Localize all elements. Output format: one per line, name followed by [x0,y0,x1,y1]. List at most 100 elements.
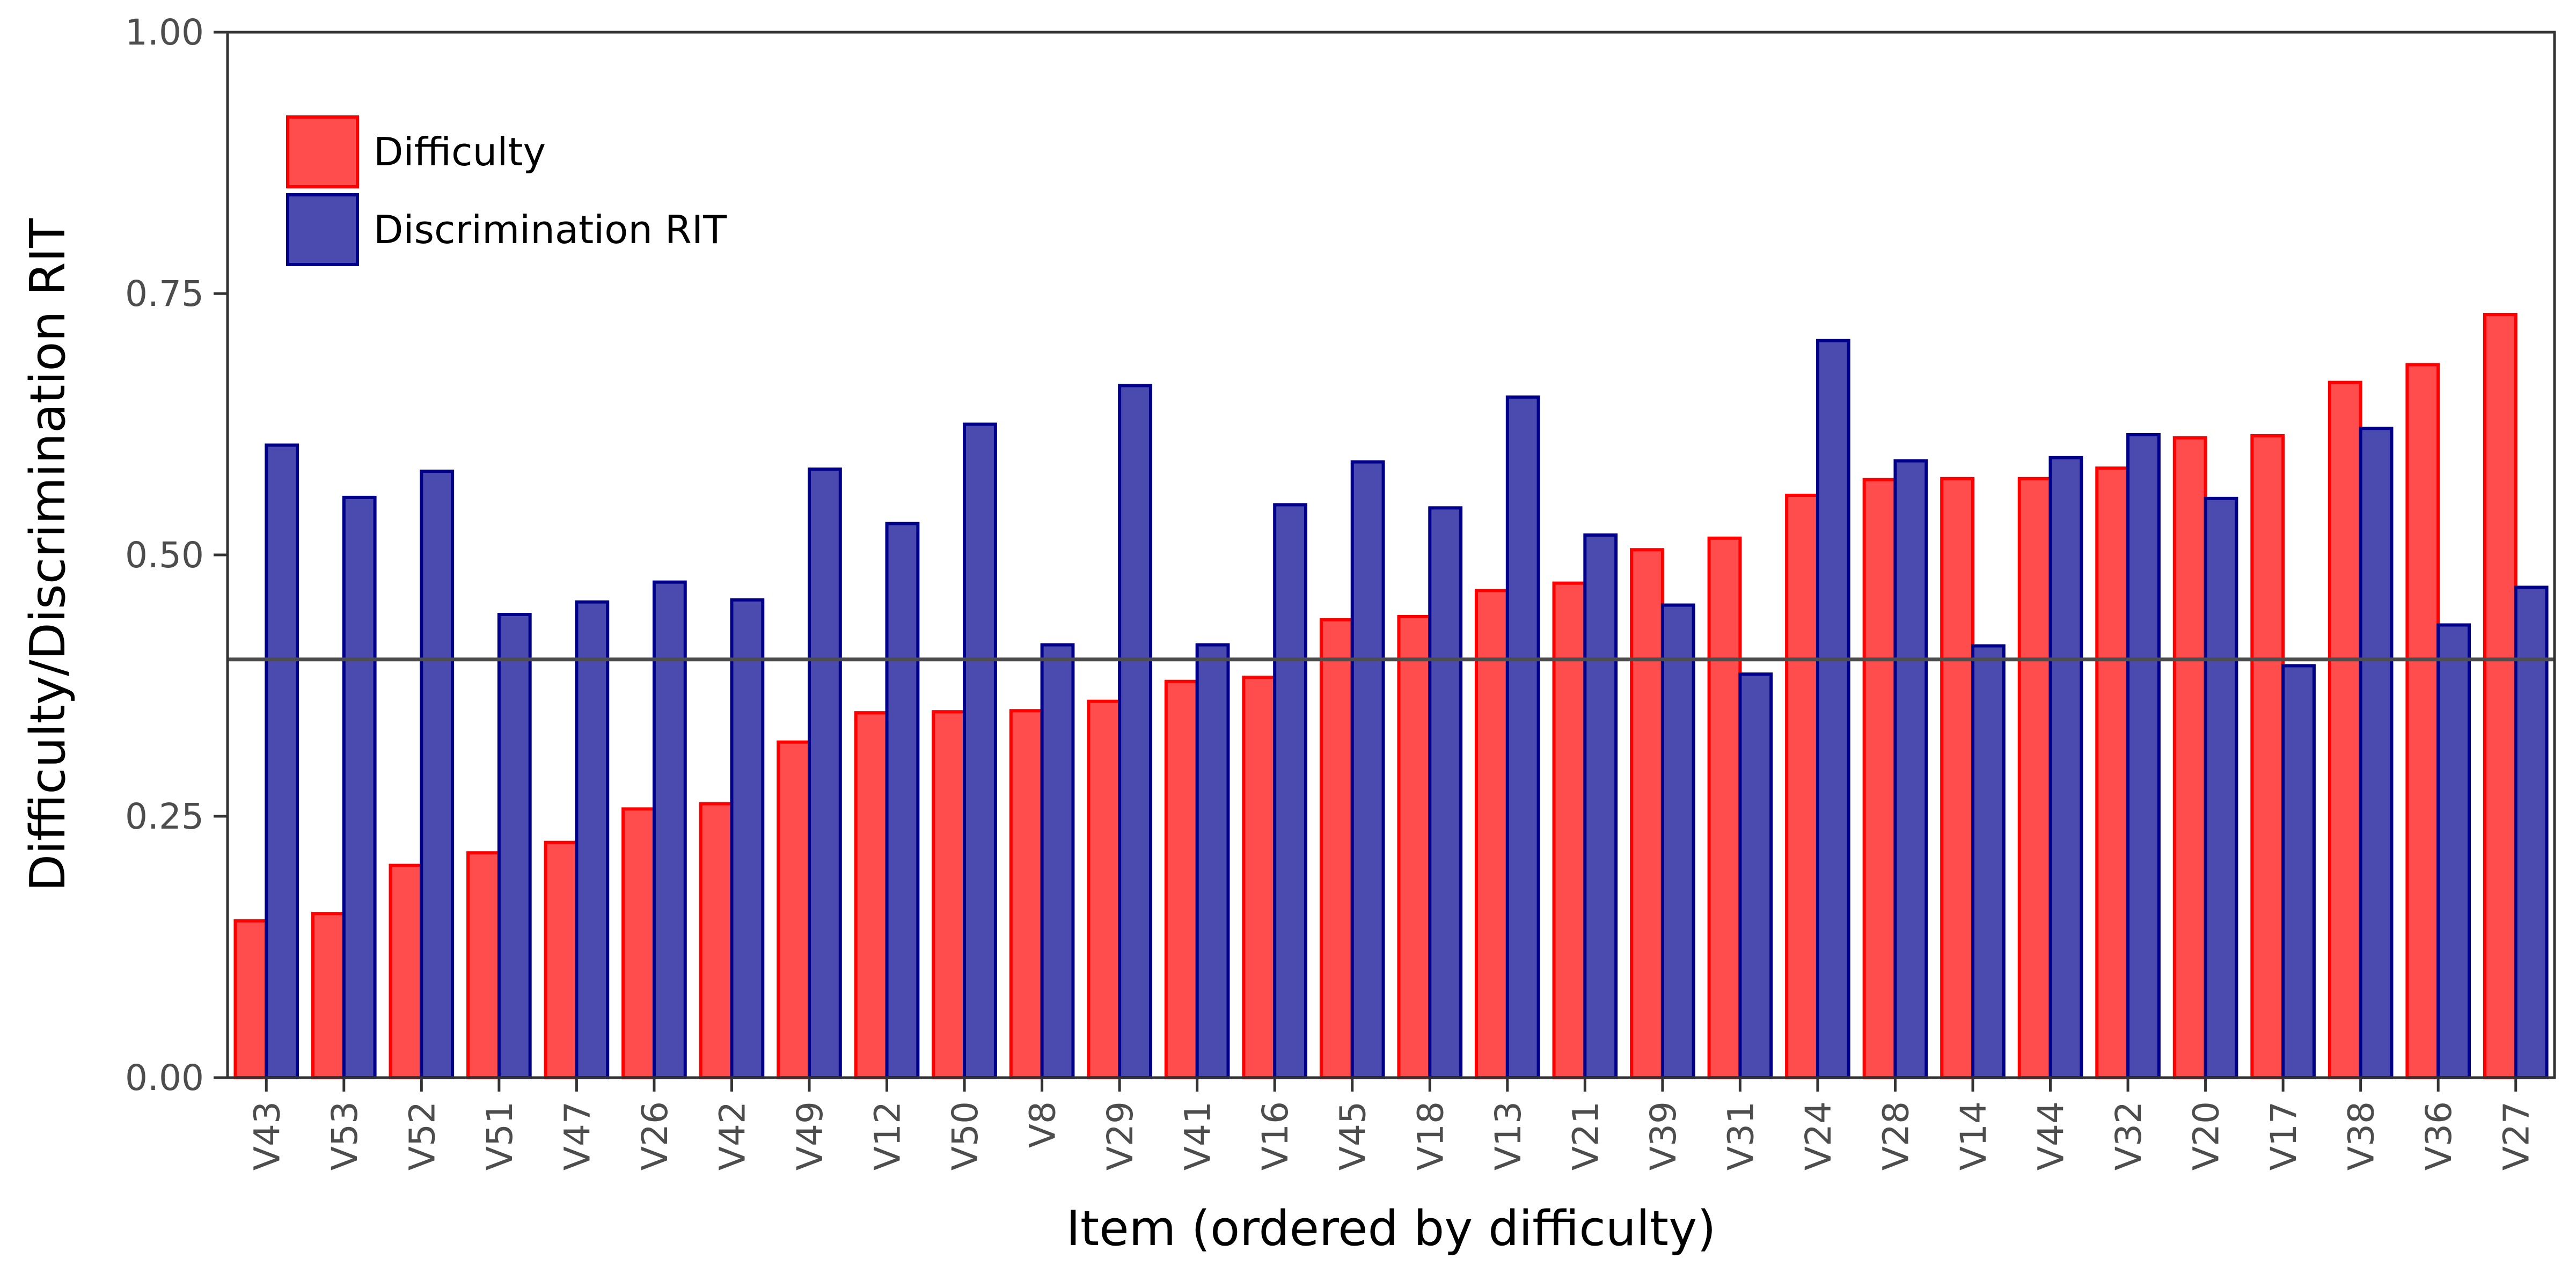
x-tick-label-v31: V31 [1720,1101,1761,1170]
x-tick-label-v17: V17 [2263,1101,2304,1170]
x-tick-label-v26: V26 [634,1101,676,1170]
difficulty-bar-v28 [1862,478,1897,1079]
y-axis-title: Difficulty/Discrimination RIT [20,218,76,891]
discrimination-bar-v8 [1040,643,1075,1079]
difficulty-bar-v36 [2405,363,2440,1079]
x-tick-label-v38: V38 [2341,1101,2382,1170]
difficulty-bar-v52 [389,863,423,1080]
difficulty-bar-v43 [233,919,268,1080]
x-tick-label-v21: V21 [1565,1101,1606,1170]
difficulty-bar-v27 [2483,312,2518,1080]
x-tick-label-v13: V13 [1488,1101,1529,1170]
discrimination-bar-v21 [1583,533,1618,1079]
discrimination-bar-v36 [2436,623,2471,1079]
discrimination-bar-v12 [885,522,920,1079]
x-axis: V43 V53 V52 V51 V47 V26 V42 V49 V12 V50 V8 V29 V41 V1… [246,1078,2537,1170]
x-axis-title: Item (ordered by difficulty) [1066,1201,1716,1257]
discrimination-bar-v45 [1350,460,1385,1079]
difficulty-bar-v20 [2172,436,2207,1079]
discrimination-bar-v18 [1428,506,1463,1080]
discrimination-bar-v26 [652,580,687,1079]
y-tick-label: 1.00 [125,12,204,53]
difficulty-bar-v16 [1242,675,1277,1079]
difficulty-bar-v32 [2095,466,2130,1079]
discrimination-bar-v28 [1893,459,1928,1079]
discrimination-bar-v13 [1505,395,1540,1079]
x-tick-label-v28: V28 [1875,1101,1916,1170]
legend: Difficulty Discrimination RIT [286,115,727,266]
difficulty-bar-v8 [1009,709,1044,1079]
difficulty-bar-v45 [1319,618,1354,1079]
discrimination-bar-v24 [1816,339,1850,1079]
difficulty-bar-v26 [621,807,656,1079]
legend-key-discrimination [286,193,359,266]
x-tick-label-v41: V41 [1177,1101,1219,1170]
bars-group [233,312,2549,1080]
x-tick-label-v18: V18 [1410,1101,1451,1170]
discrimination-bar-v17 [2281,664,2316,1080]
difficulty-bar-v14 [1940,477,1975,1079]
discrimination-bar-v50 [963,422,997,1079]
x-tick-label-v14: V14 [1953,1101,1994,1170]
difficulty-bar-v53 [311,912,346,1079]
difficulty-bar-v50 [932,710,967,1079]
x-tick-label-v43: V43 [246,1101,288,1170]
discrimination-bar-v31 [1738,672,1773,1079]
y-tick-label: 0.00 [125,1057,204,1099]
x-tick-label-v36: V36 [2418,1101,2460,1170]
x-tick-label-v45: V45 [1333,1101,1374,1170]
difficulty-bar-v24 [1785,493,1819,1079]
y-tick-label: 0.50 [125,535,204,576]
difficulty-bar-v17 [2250,434,2285,1079]
x-tick-label-v24: V24 [1798,1101,1839,1170]
x-tick-label-v29: V29 [1100,1101,1141,1170]
x-tick-label-v47: V47 [557,1101,598,1170]
discrimination-bar-v53 [342,495,377,1079]
x-tick-label-v49: V49 [789,1101,831,1170]
difficulty-bar-v49 [777,740,811,1079]
discrimination-bar-v51 [497,613,532,1079]
discrimination-bar-v44 [2048,456,2083,1079]
discrimination-bar-v32 [2126,433,2161,1079]
difficulty-bar-v21 [1552,581,1587,1079]
difficulty-bar-v42 [699,802,734,1080]
x-tick-label-v42: V42 [712,1101,753,1170]
difficulty-bar-v12 [854,711,889,1079]
discrimination-bar-v52 [420,470,455,1079]
x-tick-label-v53: V53 [324,1101,365,1170]
discrimination-bar-v20 [2204,496,2238,1079]
x-tick-label-v16: V16 [1255,1101,1296,1170]
y-axis: 0.00 0.25 0.50 0.75 1.00 [125,12,228,1099]
x-tick-label-v8: V8 [1022,1101,1064,1148]
x-tick-label-v39: V39 [1643,1101,1684,1170]
difficulty-bar-v41 [1164,679,1199,1079]
x-tick-label-v52: V52 [401,1101,443,1170]
difficulty-bar-v38 [2328,380,2362,1080]
difficulty-bar-v51 [466,851,501,1080]
discrimination-bar-v47 [575,600,610,1080]
discrimination-bar-v42 [730,598,765,1080]
difficulty-bar-v39 [1630,548,1664,1079]
discrimination-bar-v14 [1971,644,2006,1079]
legend-key-difficulty [286,115,359,188]
discrimination-bar-v41 [1195,643,1230,1079]
x-tick-label-v12: V12 [867,1101,909,1170]
discrimination-bar-v49 [808,467,842,1079]
discrimination-bar-v39 [1660,603,1695,1079]
difficulty-bar-v31 [1707,536,1742,1079]
discrimination-bar-v43 [265,443,299,1080]
difficulty-bar-v44 [2017,477,2052,1079]
difficulty-bar-v47 [544,840,579,1079]
discrimination-bar-v38 [2359,427,2394,1079]
legend-label-difficulty: Difficulty [374,129,546,174]
difficulty-bar-v13 [1474,589,1509,1080]
discrimination-bar-v29 [1118,384,1152,1080]
x-tick-label-v27: V27 [2496,1101,2537,1170]
y-tick-label: 0.75 [125,273,204,314]
x-tick-label-v20: V20 [2186,1101,2227,1170]
x-tick-label-v32: V32 [2108,1101,2149,1170]
difficulty-bar-v29 [1087,699,1122,1079]
x-tick-label-v51: V51 [479,1101,521,1170]
discrimination-bar-v16 [1273,503,1308,1079]
y-tick-label: 0.25 [125,796,204,837]
